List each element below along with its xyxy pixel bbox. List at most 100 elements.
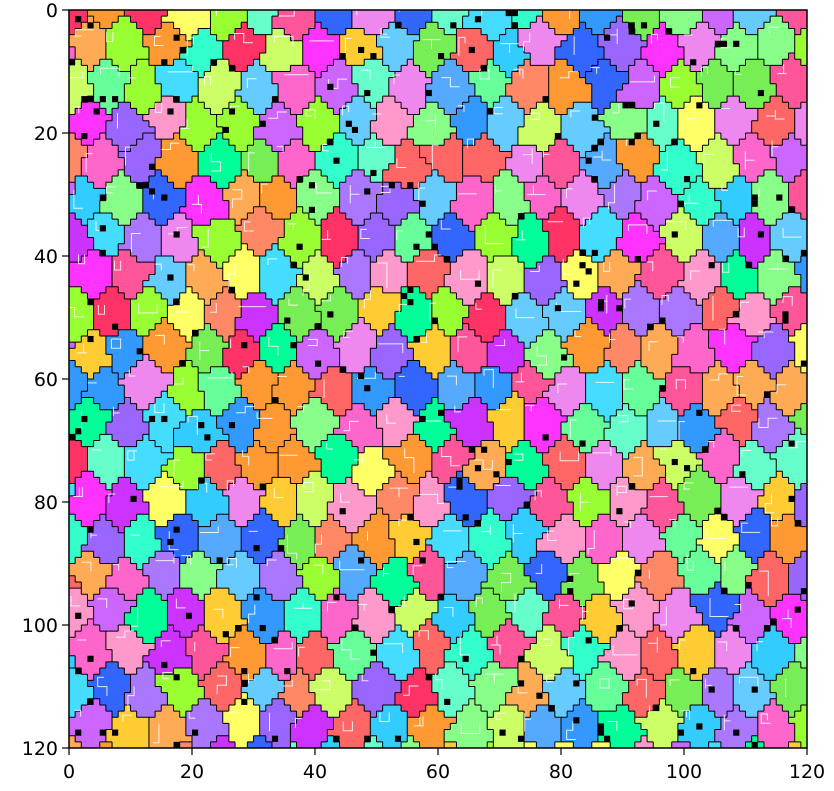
mosaic-cell xyxy=(597,53,605,60)
mosaic-cell xyxy=(665,16,673,23)
mosaic-cell xyxy=(339,126,347,134)
mosaic-cell xyxy=(401,219,408,226)
mosaic-cell xyxy=(542,133,550,140)
mosaic-cell xyxy=(456,28,463,35)
mosaic-cell xyxy=(542,139,550,146)
mosaic-cell xyxy=(591,188,599,195)
mosaic-cell xyxy=(259,163,267,171)
mosaic-cell xyxy=(419,145,427,152)
mosaic-cell xyxy=(481,10,488,17)
mosaic-cell xyxy=(462,145,470,152)
mosaic-cell xyxy=(265,22,273,29)
mosaic-cell xyxy=(124,40,131,48)
mosaic-cell xyxy=(198,176,205,183)
mosaic-cell xyxy=(745,114,753,122)
mosaic-cell xyxy=(591,133,599,140)
mosaic-cell xyxy=(87,102,94,109)
mosaic-cell xyxy=(290,16,297,23)
mosaic-cell xyxy=(290,169,297,177)
mosaic-cell xyxy=(493,83,500,91)
segment-cells xyxy=(69,10,808,749)
mosaic-cell xyxy=(271,139,279,146)
mosaic-cell xyxy=(554,176,562,183)
mosaic-cell xyxy=(696,83,703,91)
mosaic-cell xyxy=(511,28,519,35)
mosaic-cell xyxy=(800,108,808,115)
mosaic-cell xyxy=(198,34,205,42)
mosaic-cell xyxy=(351,65,359,72)
mosaic-cell xyxy=(161,96,168,103)
mosaic-cell xyxy=(567,114,574,122)
mosaic-cell xyxy=(757,145,765,152)
mosaic-cell xyxy=(210,243,217,251)
mosaic-cell xyxy=(278,126,285,134)
mosaic-cell xyxy=(247,243,254,251)
mosaic-cell xyxy=(634,145,642,152)
mosaic-cell xyxy=(333,40,340,48)
mosaic-cell xyxy=(591,102,599,109)
mosaic-cell xyxy=(419,243,427,251)
mosaic-cell xyxy=(247,212,254,220)
mosaic-cell xyxy=(253,145,261,152)
mosaic-cell xyxy=(265,71,273,79)
mosaic-cell xyxy=(321,139,328,146)
mosaic-cell xyxy=(259,225,267,232)
mosaic-cell xyxy=(290,256,297,263)
mosaic-cell xyxy=(708,108,716,115)
mosaic-cell xyxy=(462,10,470,17)
mosaic-cell xyxy=(271,194,279,202)
mosaic-cell xyxy=(462,176,470,183)
mosaic-cell xyxy=(444,120,451,128)
mosaic-cell xyxy=(542,212,550,220)
mosaic-cell xyxy=(517,200,525,208)
mosaic-cell xyxy=(364,114,371,122)
mosaic-cell xyxy=(394,89,402,97)
mosaic-cell xyxy=(727,182,734,189)
mosaic-cell xyxy=(493,40,500,48)
mosaic-cell xyxy=(659,133,666,140)
mosaic-cell xyxy=(640,28,648,35)
mosaic-cell xyxy=(684,194,691,202)
mosaic-cell xyxy=(179,206,187,214)
mosaic-cell xyxy=(782,96,789,103)
mosaic-cell xyxy=(745,200,753,208)
mosaic-cell xyxy=(444,96,451,103)
mosaic-cell xyxy=(142,89,150,97)
mosaic-cell xyxy=(542,102,550,109)
mosaic-cell xyxy=(228,219,236,226)
mosaic-cell xyxy=(222,169,230,177)
mosaic-cell xyxy=(235,243,242,251)
mosaic-cell xyxy=(87,34,94,42)
mosaic-cell xyxy=(647,225,654,232)
mosaic-cell xyxy=(684,89,691,97)
mosaic-cell xyxy=(265,59,273,66)
mosaic-cell xyxy=(647,40,654,48)
mosaic-cell xyxy=(388,34,396,42)
mosaic-cell xyxy=(339,249,347,257)
mosaic-cell xyxy=(351,219,359,226)
mosaic-cell xyxy=(702,225,709,232)
mosaic-cell xyxy=(536,219,543,226)
mosaic-cell xyxy=(690,10,697,17)
mosaic-cell xyxy=(634,219,642,226)
mosaic-cell xyxy=(677,249,685,257)
mosaic-cell xyxy=(745,243,753,251)
mosaic-cell xyxy=(259,96,267,103)
mosaic-cell xyxy=(696,163,703,171)
mosaic-cell xyxy=(69,200,76,208)
mosaic-cell xyxy=(161,16,168,23)
mosaic-cell xyxy=(647,219,654,226)
mosaic-cell xyxy=(444,194,451,202)
mosaic-cell xyxy=(69,262,76,269)
mosaic-cell xyxy=(247,53,254,60)
mosaic-cell xyxy=(788,169,796,177)
mosaic-cell xyxy=(677,176,685,183)
mosaic-cell xyxy=(530,83,537,91)
mosaic-cell xyxy=(351,108,359,115)
mosaic-cell xyxy=(776,89,783,97)
mosaic-cell xyxy=(124,126,131,134)
mosaic-cell xyxy=(690,108,697,115)
mosaic-cell xyxy=(222,114,230,122)
mosaic-cell xyxy=(671,10,679,17)
mosaic-cell xyxy=(727,46,734,54)
